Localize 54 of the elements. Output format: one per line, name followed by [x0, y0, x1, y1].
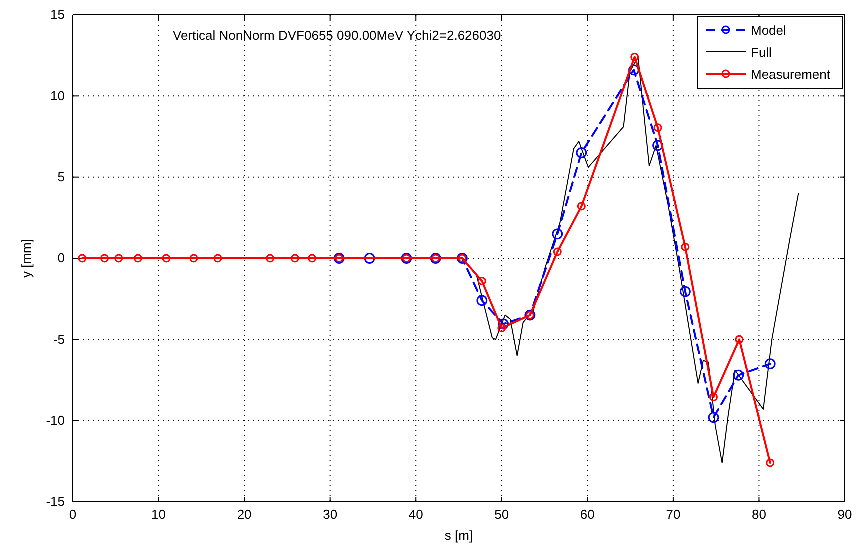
point [476, 295, 488, 306]
x-tick-label: 10 [152, 507, 166, 522]
point [628, 64, 640, 76]
legend-label: Measurement [751, 67, 831, 82]
point [708, 412, 720, 424]
point [553, 248, 562, 256]
point [498, 318, 510, 330]
point [364, 253, 376, 264]
point [766, 458, 775, 468]
x-tick-label: 60 [580, 507, 595, 522]
point [680, 286, 691, 298]
point [710, 393, 718, 402]
x-tick-label: 50 [494, 507, 510, 522]
y-tick-label: -10 [46, 412, 65, 428]
point [630, 52, 640, 62]
point [735, 335, 744, 344]
point [100, 254, 109, 263]
x-tick-label: 20 [237, 507, 252, 522]
x-axis-title: s [m] [444, 528, 474, 543]
point [114, 254, 124, 263]
point [681, 242, 690, 252]
point [266, 254, 275, 263]
x-tick-label: 90 [838, 507, 852, 522]
y-tick-label: -15 [46, 494, 65, 510]
point [290, 254, 300, 263]
point [78, 254, 87, 263]
y-tick-label: -5 [53, 332, 65, 347]
y-tick-label: 10 [50, 88, 65, 104]
x-tick-label: 80 [752, 507, 766, 522]
y-tick-label: 0 [58, 250, 65, 266]
point [162, 254, 171, 263]
point [478, 276, 486, 286]
point [654, 124, 662, 132]
point [498, 324, 506, 333]
point [652, 140, 664, 152]
x-tick-label: 70 [666, 507, 681, 522]
point [577, 202, 586, 211]
point [733, 370, 744, 381]
point [552, 228, 564, 240]
annotation: Vertical NonNorm DVF0655 090.00MeV Ychi2=2.626030 [173, 28, 502, 43]
legend-label: Full [751, 45, 772, 60]
y-axis-title: y [mm] [19, 239, 34, 278]
point [764, 358, 776, 370]
point [190, 254, 198, 263]
legend-label: Model [751, 23, 787, 38]
point [308, 254, 317, 263]
point [214, 254, 222, 263]
point [134, 254, 142, 263]
x-tick-label: 40 [408, 507, 424, 522]
x-tick-label: 0 [69, 507, 77, 522]
y-tick-label: 15 [50, 7, 65, 22]
point [576, 148, 588, 158]
y-tick-label: 5 [58, 169, 65, 184]
x-tick-label: 30 [323, 507, 338, 522]
